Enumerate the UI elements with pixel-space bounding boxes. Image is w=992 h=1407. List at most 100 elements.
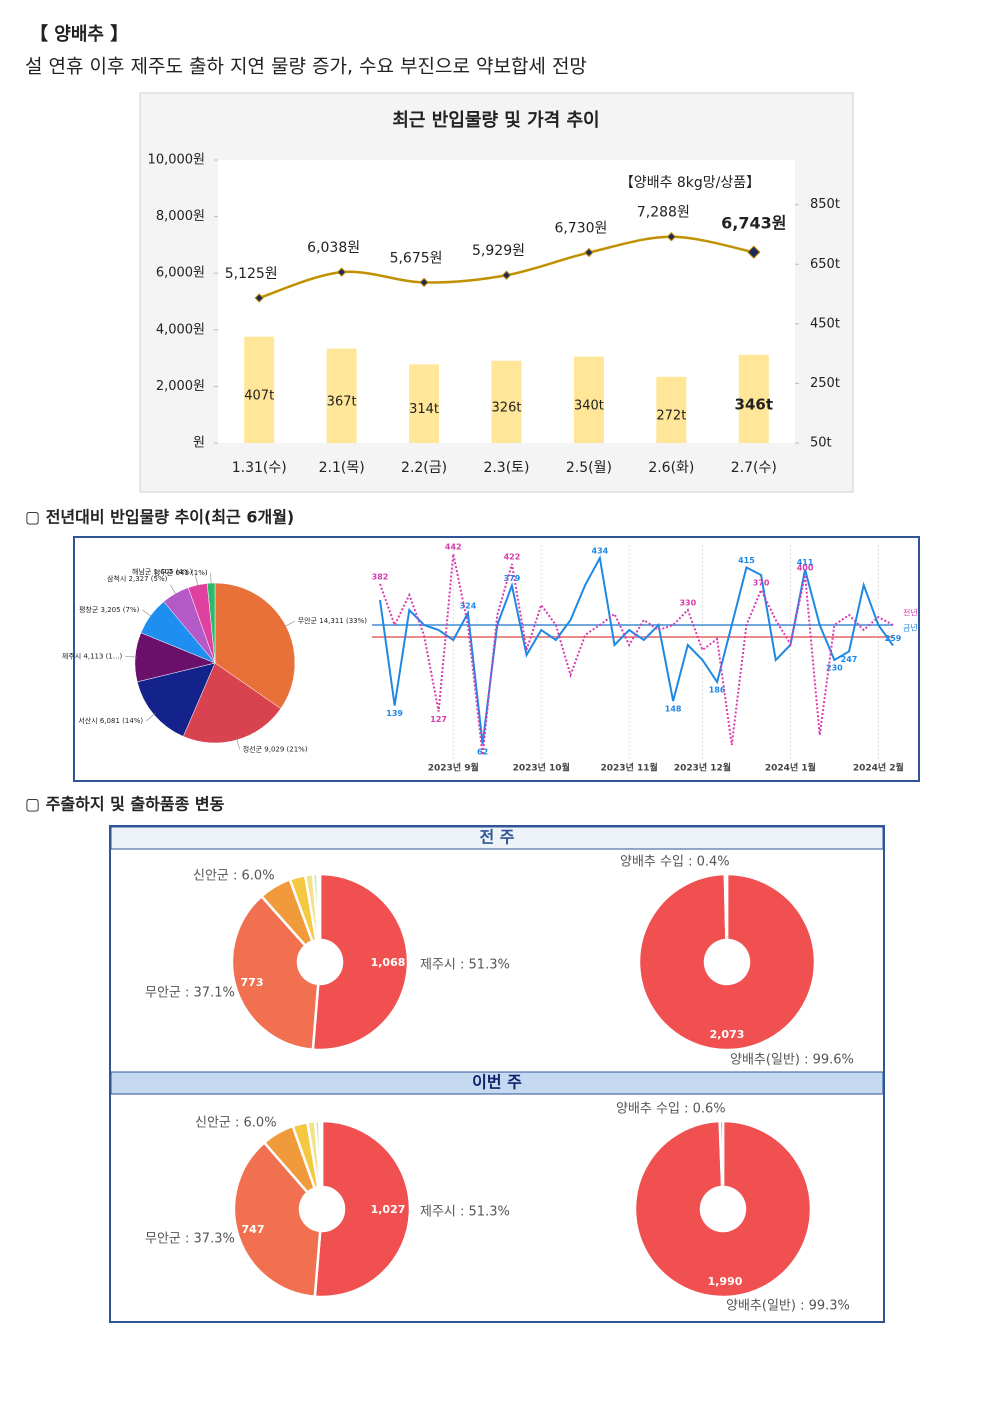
point-label: 247: [841, 655, 858, 664]
bar-label: 326t: [492, 400, 522, 415]
point-label: 379: [504, 574, 521, 583]
donut-slice: [230, 894, 320, 1052]
pie-label: 양구군 641 (1%): [154, 569, 208, 577]
y2-tick-label: 250t: [810, 376, 840, 391]
price-marker: [336, 267, 347, 277]
x-tick-label: 2023년 10월: [513, 762, 570, 774]
chart-title: 최근 반입물량 및 가격 추이: [392, 109, 599, 131]
bar: [491, 360, 522, 443]
bar: [326, 348, 357, 443]
donut-value: 1,027: [371, 1203, 406, 1216]
section-heading: ▢ 주출하지 및 출하품종 변동: [25, 795, 225, 814]
price-label: 5,125원: [225, 266, 278, 282]
bar-label: 407t: [244, 388, 274, 403]
point-label: 127: [430, 715, 447, 724]
donut-slice: [313, 1119, 412, 1299]
donut-slice: [317, 1119, 324, 1189]
donut-label: 무안군 : 37.3%: [145, 1232, 235, 1247]
donut-slice: [718, 1119, 725, 1189]
leader-line: [142, 609, 153, 618]
point-label: 324: [460, 602, 477, 611]
point-label: 422: [504, 553, 521, 562]
donut-value: 2,073: [710, 1028, 745, 1041]
y2-tick-label: 50t: [810, 436, 832, 451]
point-label: 382: [372, 573, 389, 582]
bar: [573, 356, 604, 443]
bar-label: 314t: [409, 402, 439, 417]
x-tick-label: 2023년 11월: [601, 762, 658, 774]
x-tick-label: 2.2(금): [401, 460, 447, 476]
donut-label: 신안군 : 6.0%: [193, 869, 275, 884]
point-label: 434: [592, 547, 609, 556]
point-label: 259: [885, 634, 902, 643]
y-tick-label: 10,000원: [148, 153, 205, 168]
leader-line: [195, 575, 199, 587]
price-marker: [501, 270, 512, 280]
leader-line: [210, 573, 212, 586]
donut-slice: [637, 872, 817, 1052]
price-label: 6,730원: [554, 221, 607, 237]
x-tick-label: 1.31(수): [232, 460, 287, 476]
pie-label: 제주시 4,113 (1...): [62, 652, 123, 660]
section-heading: ▢ 전년대비 반입물량 추이(최근 6개월): [25, 508, 294, 527]
x-tick-label: 2024년 2월: [853, 762, 904, 774]
y-tick-label: 4,000원: [156, 322, 205, 337]
pie-label: 삼척시 2,327 (5%): [107, 574, 168, 583]
panel-title: 이번 주: [472, 1073, 522, 1092]
y-tick-label: 8,000원: [156, 209, 205, 224]
donut-slice: [723, 872, 729, 942]
price-marker: [584, 247, 594, 258]
bar-label: 340t: [574, 398, 604, 413]
price-marker: [419, 277, 429, 288]
point-label: 230: [826, 664, 843, 673]
donut-label: 양배추 수입 : 0.6%: [616, 1102, 726, 1117]
pie-label: 청선군 9,029 (21%): [243, 745, 308, 754]
x-tick-label: 2.6(화): [648, 460, 694, 476]
point-label: 330: [679, 599, 696, 608]
legend-entry: 금년: [903, 623, 918, 633]
series-line: [379, 553, 894, 756]
pie-label: 무안군 14,311 (33%): [298, 616, 368, 625]
donut-value: 1,990: [708, 1275, 743, 1288]
y-tick-label: 원: [193, 436, 205, 451]
donut-value: 773: [241, 976, 264, 989]
point-label: 400: [797, 564, 814, 573]
price-label: 6,743원: [721, 214, 786, 233]
x-tick-label: 2023년 12월: [674, 762, 731, 774]
bar-label: 367t: [327, 394, 357, 409]
leader-line: [170, 584, 177, 596]
pie-label: 서산시 6,081 (14%): [78, 716, 143, 725]
point-label: 370: [753, 579, 770, 588]
donut-label: 제주시 : 51.3%: [420, 1205, 510, 1220]
bar-label: 272t: [656, 408, 686, 423]
bar-label: 346t: [735, 395, 773, 413]
price-label: 5,675원: [390, 250, 443, 266]
legend-entry: 전년: [903, 608, 918, 618]
bar: [409, 364, 440, 443]
x-tick-label: 2024년 1월: [765, 762, 816, 774]
page-subtitle: 설 연휴 이후 제주도 출하 지연 물량 증가, 수요 부진으로 약보합세 전망: [25, 56, 587, 78]
donut-value: 1,068: [371, 956, 406, 969]
donut-slice: [232, 1140, 322, 1299]
x-tick-label: 2.3(토): [483, 460, 529, 476]
y2-tick-label: 850t: [810, 197, 840, 212]
price-marker: [254, 293, 264, 303]
point-label: 186: [709, 686, 726, 695]
leader-line: [145, 713, 156, 722]
donut-label: 제주시 : 51.3%: [420, 958, 510, 973]
donut-value: 747: [242, 1223, 265, 1236]
leader-line: [236, 737, 241, 750]
leader-line: [283, 620, 295, 628]
point-label: 139: [386, 709, 403, 718]
price-label: 5,929원: [472, 243, 525, 259]
x-tick-label: 2.5(월): [566, 460, 612, 476]
donut-label: 양배추(일반) : 99.6%: [730, 1053, 854, 1068]
point-label: 148: [665, 705, 682, 714]
price-marker: [666, 232, 677, 242]
x-tick-label: 2.7(수): [731, 460, 777, 476]
y-tick-label: 6,000원: [156, 266, 205, 281]
price-label: 7,288원: [637, 205, 690, 221]
leader-line: [125, 655, 138, 658]
chart-annotation: 【양배추 8kg망/상품】: [620, 175, 760, 191]
